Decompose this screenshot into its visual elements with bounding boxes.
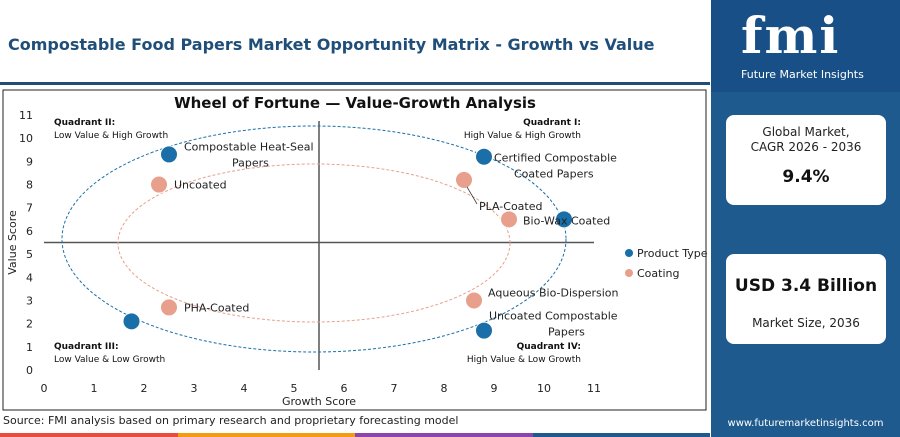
accent-bar-segment <box>355 433 533 437</box>
point-label: Compostable Heat-Seal Papers <box>184 140 314 169</box>
logo-text: fmi <box>741 6 841 65</box>
quadrant-title: Quadrant III: <box>54 342 119 352</box>
coating-point <box>160 298 178 317</box>
y-tick-label: 5 <box>26 248 33 261</box>
y-tick-label: 3 <box>26 294 33 307</box>
point-label: Aqueous Bio-Dispersion <box>488 286 619 299</box>
cagr-label-line1: Global Market, <box>762 125 850 139</box>
point-label-line: Uncoated Compostable <box>489 310 618 323</box>
cagr-label-line2: CAGR 2026 - 2036 <box>750 140 862 154</box>
legend-marker <box>625 269 633 277</box>
coating-point <box>455 170 473 189</box>
product-type-point <box>160 145 178 164</box>
x-tick-label: 0 <box>41 382 48 395</box>
website-link[interactable]: www.futuremarketinsights.com <box>727 418 884 429</box>
y-tick-label: 11 <box>19 109 33 122</box>
quadrant-title: Quadrant IV: <box>517 342 581 352</box>
quadrant-subtitle: Low Value & Low Growth <box>54 355 165 365</box>
y-axis-label: Value Score <box>6 210 19 275</box>
point-label-line: PLA-Coated <box>479 200 542 213</box>
y-tick-label: 1 <box>26 341 33 354</box>
point-label: PLA-Coated <box>479 200 542 213</box>
chart-svg: 0 1 2 3 4 5 6 7 8 9 10 11 0 1 2 3 4 5 6 7 8 9 10 11 Growth Score… <box>2 89 708 411</box>
accent-bar <box>0 433 710 437</box>
logo-subtitle: Future Market Insights <box>741 68 864 81</box>
logo: fmi Future Market Insights <box>711 0 900 92</box>
x-tick-label: 10 <box>537 382 551 395</box>
point-label: PHA-Coated <box>184 301 249 314</box>
legend-label: Product Type <box>637 247 708 260</box>
chart-title: Wheel of Fortune — Value-Growth Analysis <box>174 94 536 112</box>
x-tick-label: 3 <box>191 382 198 395</box>
x-tick-label: 11 <box>587 382 601 395</box>
market-size-value: USD 3.4 Billion <box>734 276 878 296</box>
point-label-line: Papers <box>232 156 269 169</box>
point-label-line: Compostable Heat-Seal <box>184 140 314 153</box>
label-leader-line <box>466 186 478 205</box>
y-tick-label: 0 <box>26 364 33 377</box>
y-tick-label: 8 <box>26 179 33 192</box>
point-label: Uncoated <box>174 179 227 192</box>
product-type-ellipse <box>61 125 567 353</box>
quadrant-subtitle: High Value & High Growth <box>464 131 581 141</box>
x-tick-label: 5 <box>291 382 298 395</box>
point-label-line: PHA-Coated <box>184 301 249 314</box>
x-tick-label: 2 <box>141 382 148 395</box>
point-label-line: Uncoated <box>174 179 227 192</box>
coating-point <box>150 175 168 194</box>
y-tick-label: 4 <box>26 271 33 284</box>
legend-label: Coating <box>637 267 679 280</box>
plot-frame <box>2 89 707 411</box>
point-label-line: Aqueous Bio-Dispersion <box>488 286 619 299</box>
x-tick-label: 8 <box>441 382 448 395</box>
legend-marker <box>625 249 633 257</box>
coating-point <box>465 291 483 310</box>
x-axis-label: Growth Score <box>282 395 356 408</box>
quadrant-title: Quadrant II: <box>54 118 115 128</box>
product-type-point <box>122 312 141 331</box>
point-label: Uncoated Compostable Papers <box>489 310 618 339</box>
y-tick-label: 6 <box>26 225 33 238</box>
page-title: Compostable Food Papers Market Opportuni… <box>8 35 655 54</box>
point-label-line: Bio-Wax Coated <box>523 214 610 227</box>
y-tick-label: 7 <box>26 202 33 215</box>
y-tick-label: 9 <box>26 155 33 168</box>
cagr-value: 9.4% <box>782 167 830 187</box>
y-tick-label: 10 <box>19 132 33 145</box>
product-type-point <box>475 321 493 340</box>
quadrant-subtitle: Low Value & High Growth <box>54 131 168 141</box>
point-label: Bio-Wax Coated <box>523 214 610 227</box>
market-size-label: Market Size, 2036 <box>752 316 860 330</box>
x-tick-label: 9 <box>491 382 498 395</box>
point-label-line: Certified Compostable <box>494 152 617 165</box>
product-type-point <box>555 210 573 229</box>
point-label-line: Coated Papers <box>514 168 594 181</box>
title-rule <box>0 82 710 85</box>
point-label-line: Papers <box>548 326 585 339</box>
header: Compostable Food Papers Market Opportuni… <box>0 0 710 86</box>
x-tick-label: 1 <box>91 382 98 395</box>
coating-point <box>500 210 518 229</box>
quadrant-subtitle: High Value & Low Growth <box>467 355 581 365</box>
coating-ellipse <box>117 163 511 323</box>
source-note: Source: FMI analysis based on primary re… <box>3 414 459 427</box>
accent-bar-segment <box>0 433 178 437</box>
quadrant-title: Quadrant I: <box>523 118 581 128</box>
x-tick-label: 7 <box>391 382 398 395</box>
accent-bar-segment <box>177 433 355 437</box>
x-tick-label: 6 <box>341 382 348 395</box>
market-size-card: USD 3.4 Billion Market Size, 2036 <box>726 254 886 344</box>
y-tick-label: 2 <box>26 318 33 331</box>
point-label: Certified Compostable Coated Papers <box>494 152 617 181</box>
accent-bar-segment <box>532 433 710 437</box>
sidebar: fmi Future Market Insights Global Market… <box>711 0 900 437</box>
cagr-card: Global Market, CAGR 2026 - 2036 9.4% <box>726 115 886 205</box>
product-type-point <box>475 147 493 166</box>
x-tick-label: 4 <box>241 382 248 395</box>
